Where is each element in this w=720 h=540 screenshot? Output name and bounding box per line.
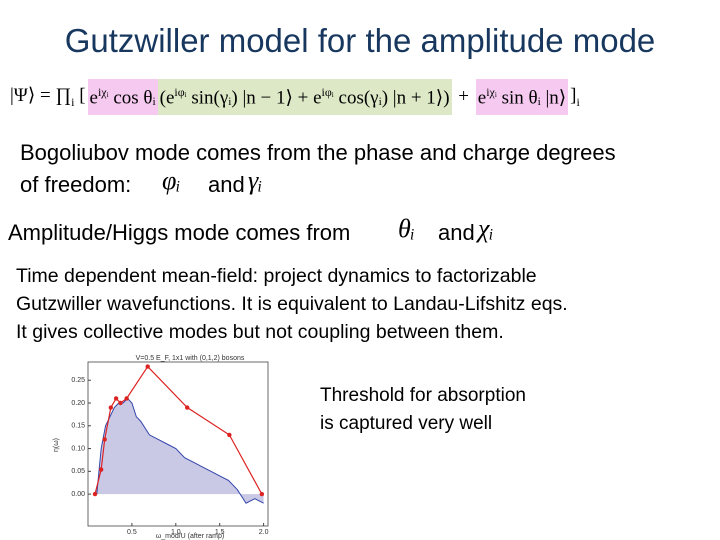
equation-token: e (89, 87, 98, 109)
x-tick-label: 0.5 (127, 529, 137, 536)
equation-token: ] (570, 84, 577, 106)
y-tick-label: 0.10 (71, 445, 85, 452)
point (118, 400, 123, 406)
paragraph-line: Gutzwiller wavefunctions. It is equivale… (16, 293, 568, 315)
point (113, 396, 119, 401)
y-tick-label: 0.25 (71, 377, 85, 384)
paragraph-line: Time dependent mean-field: project dynam… (16, 265, 537, 287)
equation-token: sin(γᵢ) |n − 1⟩ + e (186, 87, 322, 109)
plot-frame (87, 361, 269, 527)
equation-token: |Ψ⟩ = ∏ (10, 85, 72, 106)
y-axis-label: η(ω) (53, 438, 60, 452)
inset-plot: V=0.5 E_F, 1x1 with (0,1,2) bosons ω_mod… (53, 355, 269, 540)
equation-token: e (477, 87, 487, 109)
symbol: θᵢ (398, 214, 415, 243)
text-line: of freedom: (20, 172, 132, 197)
y-tick-label: 0.05 (71, 468, 85, 475)
equation-group: (eiφᵢ sin(γᵢ) |n − 1⟩ + eiφᵢ cos(γᵢ) |n … (157, 78, 452, 116)
equation-token: iφᵢ (174, 84, 187, 99)
equation-token: i (71, 94, 75, 109)
point (259, 491, 265, 497)
point (92, 491, 98, 497)
equation-group: eiχᵢ sin θᵢ |n⟩ (475, 78, 569, 116)
y-tick-label: 0.00 (71, 491, 85, 498)
symbol: φᵢ (162, 166, 181, 195)
y-tick-label: 0.20 (71, 400, 85, 407)
text-line: and (208, 172, 245, 197)
area-line (96, 397, 264, 504)
point (145, 364, 150, 369)
equation-token: iχᵢ (97, 84, 109, 99)
plot-title: V=0.5 E_F, 1x1 with (0,1,2) bosons (136, 355, 245, 362)
y-tick-label: 0.15 (71, 423, 85, 430)
symbol: χᵢ (478, 214, 494, 243)
symbol: γᵢ (248, 166, 263, 195)
text-line: Amplitude/Higgs mode comes from (8, 220, 351, 245)
equation-token: iχᵢ (486, 84, 497, 99)
equation-group: ]i (568, 79, 582, 116)
x-axis-label: ω_mod/U (after ramp) (156, 533, 224, 540)
equation-token: [ (74, 85, 86, 106)
point (185, 405, 190, 410)
x-tick-label: 2.0 (259, 529, 269, 536)
equation-token: cos(γᵢ) |n + 1⟩) (333, 87, 450, 109)
x-tick-label: 1.0 (171, 529, 181, 536)
equation-token: sin θᵢ |n⟩ (496, 87, 567, 109)
equation-token: i (576, 94, 580, 109)
paragraph-line: It gives collective modes but not coupli… (16, 321, 504, 343)
equation-token: cos θᵢ (108, 87, 156, 109)
text-line: and (438, 220, 475, 245)
text-line: Bogoliubov mode comes from the phase and… (20, 140, 616, 165)
point (102, 437, 107, 442)
point (227, 432, 232, 438)
equation-group: |Ψ⟩ = ∏i [ (8, 78, 88, 116)
equation-group: eiχᵢ cos θᵢ (87, 78, 158, 116)
equation-group: + (452, 80, 476, 114)
equation: |Ψ⟩ = ∏i [eiχᵢ cos θᵢ (eiφᵢ sin(γᵢ) |n − … (8, 78, 582, 116)
note-line: Threshold for absorption (320, 385, 526, 406)
slide-title: Gutzwiller model for the amplitude mode (64, 22, 656, 59)
point (108, 405, 114, 410)
equation-token: + (453, 85, 474, 107)
x-tick-label: 1.5 (215, 529, 225, 536)
equation-token: iφᵢ (321, 84, 334, 99)
point (124, 396, 129, 401)
point (98, 467, 104, 472)
equation-token: (e (159, 87, 175, 109)
note-line: is captured very well (320, 413, 493, 434)
